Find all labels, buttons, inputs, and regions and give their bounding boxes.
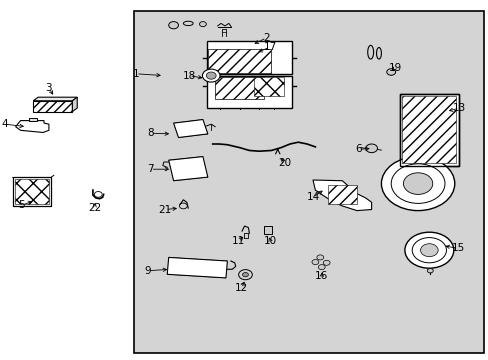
Bar xyxy=(207,49,271,73)
Circle shape xyxy=(316,255,323,260)
Polygon shape xyxy=(33,101,72,112)
Bar xyxy=(399,94,458,166)
Polygon shape xyxy=(167,257,227,278)
Text: 14: 14 xyxy=(305,192,319,202)
Circle shape xyxy=(403,173,432,194)
Polygon shape xyxy=(29,118,37,121)
Circle shape xyxy=(199,22,206,27)
Circle shape xyxy=(404,232,453,268)
Circle shape xyxy=(168,22,178,29)
Text: 22: 22 xyxy=(87,203,101,213)
Circle shape xyxy=(318,265,325,270)
Polygon shape xyxy=(72,97,77,112)
Circle shape xyxy=(242,273,248,277)
Bar xyxy=(399,94,458,166)
Text: 12: 12 xyxy=(234,283,247,293)
Polygon shape xyxy=(173,120,207,138)
Polygon shape xyxy=(168,157,207,181)
Bar xyxy=(402,96,455,163)
Text: 18: 18 xyxy=(182,71,196,81)
Text: 1: 1 xyxy=(132,69,139,79)
Text: 3: 3 xyxy=(45,83,52,93)
Circle shape xyxy=(427,269,432,273)
Circle shape xyxy=(386,69,395,75)
Text: 8: 8 xyxy=(147,128,154,138)
Bar xyxy=(206,41,291,74)
Text: 16: 16 xyxy=(314,271,328,282)
Circle shape xyxy=(420,244,437,257)
Circle shape xyxy=(206,72,216,79)
Bar xyxy=(215,77,264,99)
Bar xyxy=(134,11,483,353)
Polygon shape xyxy=(312,180,371,211)
Bar xyxy=(206,76,291,108)
Text: 6: 6 xyxy=(354,144,361,154)
Bar xyxy=(264,226,271,234)
Circle shape xyxy=(202,69,220,82)
Circle shape xyxy=(323,260,329,265)
Text: 19: 19 xyxy=(387,63,401,73)
Text: 10: 10 xyxy=(264,236,276,246)
Bar xyxy=(254,77,283,96)
Circle shape xyxy=(365,144,377,153)
Text: 5: 5 xyxy=(18,200,25,210)
Text: 9: 9 xyxy=(144,266,151,276)
Text: 20: 20 xyxy=(278,158,290,168)
Bar xyxy=(13,177,51,206)
Polygon shape xyxy=(16,121,49,132)
Text: 2: 2 xyxy=(263,33,269,43)
Circle shape xyxy=(311,260,318,265)
Text: 17: 17 xyxy=(263,42,277,52)
Polygon shape xyxy=(33,97,77,101)
Circle shape xyxy=(390,164,444,203)
Text: 15: 15 xyxy=(450,243,464,253)
Circle shape xyxy=(381,157,454,211)
Text: 4: 4 xyxy=(1,119,8,129)
Bar xyxy=(327,184,356,204)
Circle shape xyxy=(411,238,446,263)
Text: 21: 21 xyxy=(158,204,172,215)
Text: 11: 11 xyxy=(231,236,245,246)
Text: 13: 13 xyxy=(452,103,466,113)
Text: 7: 7 xyxy=(147,164,154,174)
Bar xyxy=(15,179,49,204)
